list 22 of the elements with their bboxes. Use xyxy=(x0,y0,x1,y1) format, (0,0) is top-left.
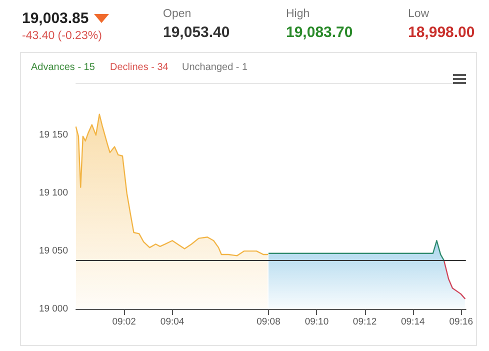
text: Unchanged - 1 xyxy=(182,62,248,73)
text: Advances - 15 xyxy=(31,62,95,73)
x-tick-label: 09:10 xyxy=(304,316,329,328)
x-tick-label: 09:14 xyxy=(400,316,425,328)
y-tick-label: 19 050 xyxy=(38,246,68,257)
text: 18,998.00 xyxy=(408,24,475,41)
text: Declines - 34 xyxy=(110,62,168,73)
y-tick-label: 19 150 xyxy=(38,130,68,141)
y-tick-label: 19 000 xyxy=(38,304,68,314)
x-tick-label: 09:02 xyxy=(112,316,136,328)
text: 19,053.40 xyxy=(163,24,230,41)
x-tick-label: 09:16 xyxy=(449,316,474,328)
text: Low xyxy=(408,8,430,20)
x-tick-label: 09:12 xyxy=(352,316,377,328)
x-tick-label: 09:08 xyxy=(256,316,280,328)
text: Open xyxy=(163,8,192,20)
text: 19,083.70 xyxy=(286,24,353,41)
text: 19,003.85 xyxy=(22,10,89,27)
y-tick-label: 19 100 xyxy=(38,188,68,199)
x-tick-label: 09:04 xyxy=(160,316,184,328)
text: High xyxy=(286,8,310,20)
text: -43.40 (-0.23%) xyxy=(22,30,102,42)
